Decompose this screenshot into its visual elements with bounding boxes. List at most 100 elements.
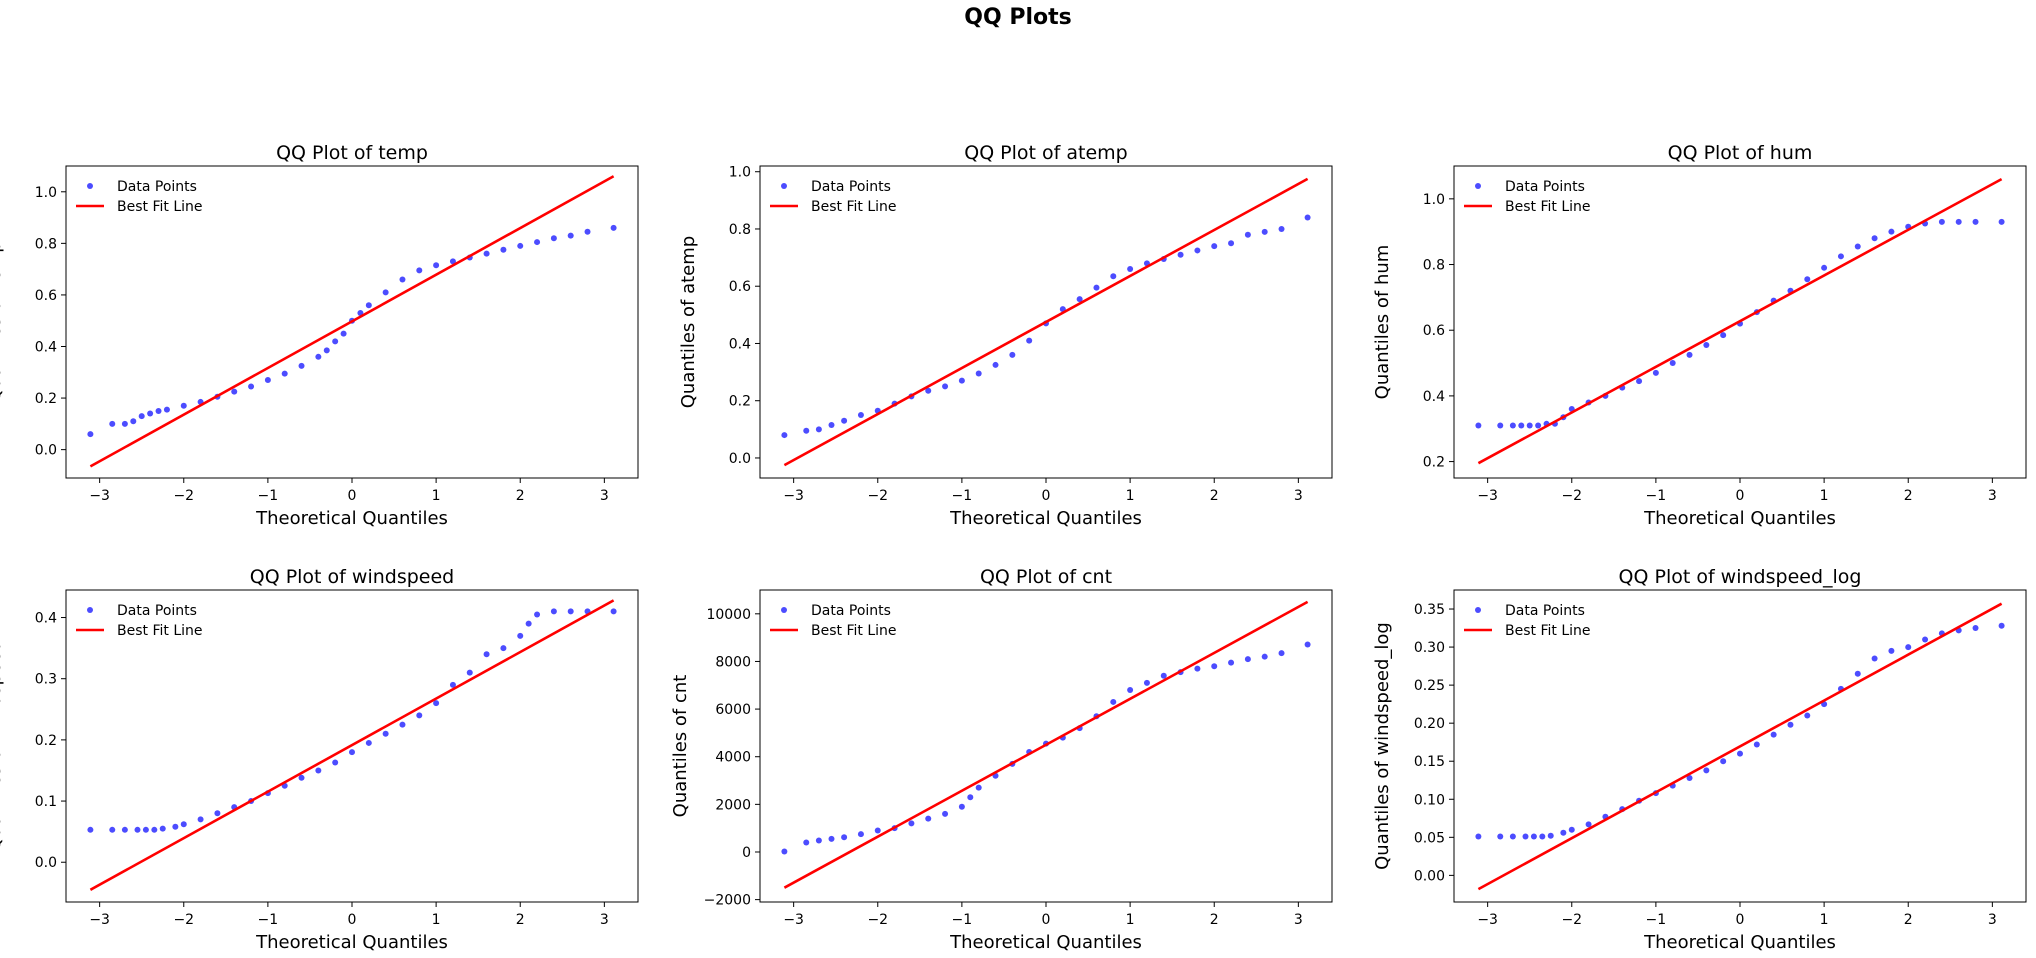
legend-label-data-points: Data Points [1505,179,1585,195]
data-point [1194,665,1201,672]
data-point [159,825,166,832]
x-tick-label: −1 [952,488,973,504]
y-axis-label: Quantiles of hum [1372,245,1393,400]
legend-label-data-points: Data Points [117,603,197,619]
x-tick-label: 3 [1294,488,1303,504]
x-tick-label: −1 [1646,912,1667,928]
data-point [1669,360,1676,367]
x-tick-label: −2 [1561,912,1582,928]
x-tick-label: 2 [516,912,525,928]
data-point [1228,240,1235,247]
data-point [382,730,389,737]
x-axis-label: Theoretical Quantiles [1643,932,1836,953]
data-point [1127,266,1134,273]
data-point [1535,422,1542,429]
data-point [340,330,347,337]
data-point [1211,663,1218,670]
data-point [163,406,170,413]
data-point [134,826,141,833]
x-tick-label: 2 [1904,488,1913,504]
data-point [298,774,305,781]
data-point [1585,821,1592,828]
y-tick-label: 0.4 [729,336,751,352]
subplot-title: QQ Plot of cnt [980,566,1112,588]
y-tick-label: 0.8 [1423,258,1445,274]
x-tick-label: 3 [600,488,609,504]
data-point [1228,659,1235,666]
y-tick-label: 0.0 [35,855,57,871]
data-point [525,620,532,627]
data-point [264,377,271,384]
y-tick-label: 0.05 [1414,830,1445,846]
legend-label-data-points: Data Points [1505,603,1585,619]
y-tick-label: 0.30 [1414,640,1445,656]
legend-label-best-fit-line: Best Fit Line [811,623,897,639]
data-point [1304,641,1311,648]
data-point [803,839,810,846]
data-point [1278,225,1285,232]
data-point [610,224,617,231]
y-tick-label: 0.15 [1414,754,1445,770]
data-point [87,826,94,833]
data-point [1475,833,1482,840]
data-point [1686,774,1693,781]
plot-area [1475,602,2005,891]
data-point [1110,273,1117,280]
x-tick-label: −2 [867,488,888,504]
data-point [1854,243,1861,250]
subplot-6: QQ Plot of windspeed_log −3 −2 −1 0 1 2 3 0.00 0.… [1372,566,2027,953]
data-point [550,235,557,242]
data-point [1497,833,1504,840]
data-point [1509,422,1516,429]
data-point [1837,253,1844,260]
x-tick-label: −1 [952,912,973,928]
data-point [214,810,221,817]
data-point [1261,653,1268,660]
y-tick-label: 0.10 [1414,792,1445,808]
legend-label-best-fit-line: Best Fit Line [811,199,897,215]
data-point [1194,247,1201,254]
subplot-5: QQ Plot of cnt −3 −2 −1 0 1 2 3 −2000 0 2000 4000 60… [670,566,1333,953]
x-tick-label: 1 [1126,912,1135,928]
y-tick-label: 0.0 [35,443,57,459]
data-point [142,826,149,833]
data-point [1737,750,1743,757]
data-point [1244,231,1251,238]
y-tick-label: 0.20 [1414,716,1445,732]
y-tick-label: 2000 [715,797,751,813]
data-point [449,258,456,265]
data-point [1093,284,1100,291]
y-tick-label: 0.0 [729,451,751,467]
data-point [550,608,557,615]
x-tick-label: −2 [867,912,888,928]
data-point [1509,833,1516,840]
data-point [1854,670,1861,677]
data-point [1127,687,1134,694]
y-tick-label: 0.3 [35,672,57,688]
x-axis-label: Theoretical Quantiles [255,508,448,529]
data-point [298,362,305,369]
data-point [1560,829,1567,836]
best-fit-line [89,599,615,891]
legend-label-best-fit-line: Best Fit Line [1505,623,1591,639]
data-point [315,767,322,774]
data-point [857,412,864,419]
data-point [1955,218,1962,225]
data-point [1703,341,1710,348]
x-tick-label: 0 [348,488,357,504]
axes-frame [759,589,1333,903]
figure-title: QQ Plots [964,5,1072,30]
y-tick-label: 1.0 [35,185,57,201]
x-tick-label: −1 [258,488,279,504]
legend: Data Points Best Fit Line [770,179,897,215]
data-point [1497,422,1504,429]
best-fit-line [1477,177,2003,465]
x-tick-label: 2 [516,488,525,504]
y-tick-label: 0.00 [1414,868,1445,884]
data-point [975,784,982,791]
x-tick-label: 0 [348,912,357,928]
x-tick-label: 1 [432,488,441,504]
data-point [1009,351,1016,358]
data-point [1804,712,1811,719]
x-tick-label: 0 [1736,912,1745,928]
